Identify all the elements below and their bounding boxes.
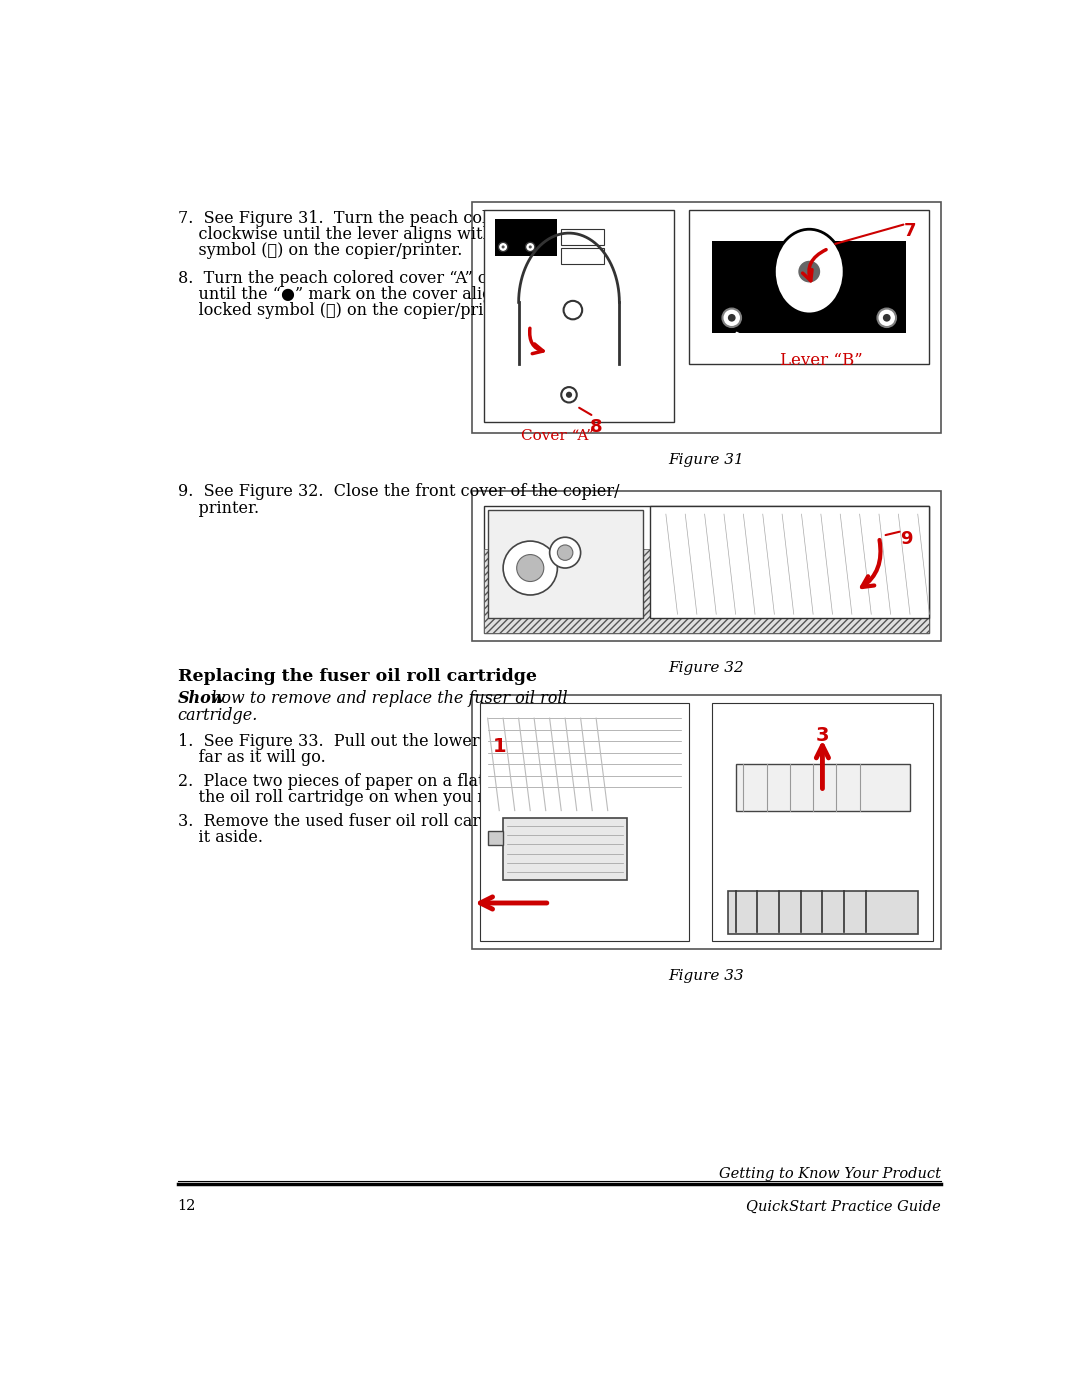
Ellipse shape <box>774 229 845 314</box>
Text: far as it will go.: far as it will go. <box>177 749 325 766</box>
Circle shape <box>516 555 544 581</box>
Bar <box>728 891 918 933</box>
Bar <box>503 819 627 880</box>
Circle shape <box>499 242 508 251</box>
Text: Replacing the fuser oil roll cartridge: Replacing the fuser oil roll cartridge <box>177 668 537 685</box>
Circle shape <box>723 309 741 327</box>
Bar <box>484 549 930 633</box>
Circle shape <box>562 387 577 402</box>
Text: 3: 3 <box>815 726 829 745</box>
Text: 8: 8 <box>590 418 603 436</box>
Text: printer.: printer. <box>177 500 259 517</box>
Text: Figure 32: Figure 32 <box>669 661 744 675</box>
Text: Cover “A”: Cover “A” <box>521 429 594 443</box>
Text: QuickStart Practice Guide: QuickStart Practice Guide <box>746 1200 941 1214</box>
Text: locked symbol (🔒) on the copier/printer.: locked symbol (🔒) on the copier/printer. <box>177 302 521 320</box>
Bar <box>488 831 503 845</box>
Text: 8.  Turn the peach colored cover “A” clockwise: 8. Turn the peach colored cover “A” cloc… <box>177 270 557 286</box>
Bar <box>488 510 643 617</box>
Text: Figure 33: Figure 33 <box>669 970 744 983</box>
Bar <box>562 249 604 264</box>
Circle shape <box>877 309 896 327</box>
Circle shape <box>798 260 821 284</box>
Text: 3.  Remove the used fuser oil roll cartridge and set: 3. Remove the used fuser oil roll cartri… <box>177 813 594 830</box>
Text: Figure 31: Figure 31 <box>669 453 744 468</box>
Text: Show: Show <box>177 690 225 707</box>
Text: cartridge.: cartridge. <box>177 707 258 724</box>
Bar <box>496 219 557 256</box>
Polygon shape <box>650 507 930 617</box>
Circle shape <box>501 246 504 249</box>
Text: until the “●” mark on the cover aligns with the: until the “●” mark on the cover aligns w… <box>177 286 583 303</box>
Text: 12: 12 <box>177 1200 195 1214</box>
FancyArrowPatch shape <box>802 250 826 281</box>
Bar <box>689 210 930 365</box>
Circle shape <box>557 545 572 560</box>
Text: the oil roll cartridge on when you remove it.: the oil roll cartridge on when you remov… <box>177 789 559 806</box>
FancyArrowPatch shape <box>529 328 543 353</box>
FancyArrowPatch shape <box>862 541 880 587</box>
Circle shape <box>526 242 535 251</box>
Bar <box>480 703 689 942</box>
Text: 9: 9 <box>900 529 913 548</box>
Bar <box>562 229 604 244</box>
Text: symbol (🔒) on the copier/printer.: symbol (🔒) on the copier/printer. <box>177 242 462 260</box>
Polygon shape <box>484 507 930 633</box>
Circle shape <box>529 246 531 249</box>
Text: 7.  See Figure 31.  Turn the peach colored lever “B”: 7. See Figure 31. Turn the peach colored… <box>177 210 604 226</box>
Bar <box>472 696 941 949</box>
Text: 1: 1 <box>492 738 507 756</box>
Bar <box>713 240 906 334</box>
Bar <box>713 703 933 942</box>
Circle shape <box>564 300 582 320</box>
Bar <box>472 203 941 433</box>
Circle shape <box>550 538 581 569</box>
Circle shape <box>503 541 557 595</box>
Text: 1.  See Figure 33.  Pull out the lower left side unit as: 1. See Figure 33. Pull out the lower lef… <box>177 733 610 750</box>
Bar <box>472 490 941 641</box>
Bar <box>735 764 910 810</box>
Circle shape <box>728 314 735 321</box>
Text: 7: 7 <box>904 222 916 239</box>
Text: clockwise until the lever aligns with the locked: clockwise until the lever aligns with th… <box>177 226 582 243</box>
Text: how to remove and replace the fuser oil roll: how to remove and replace the fuser oil … <box>205 690 567 707</box>
Circle shape <box>882 314 891 321</box>
Text: Lever “B”: Lever “B” <box>780 352 862 369</box>
Text: 2.  Place two pieces of paper on a flat surface to set: 2. Place two pieces of paper on a flat s… <box>177 773 600 789</box>
Circle shape <box>566 391 572 398</box>
Text: it aside.: it aside. <box>177 828 262 847</box>
Bar <box>484 210 674 422</box>
Text: 9.  See Figure 32.  Close the front cover of the copier/: 9. See Figure 32. Close the front cover … <box>177 483 619 500</box>
Text: Getting to Know Your Product: Getting to Know Your Product <box>719 1166 941 1180</box>
